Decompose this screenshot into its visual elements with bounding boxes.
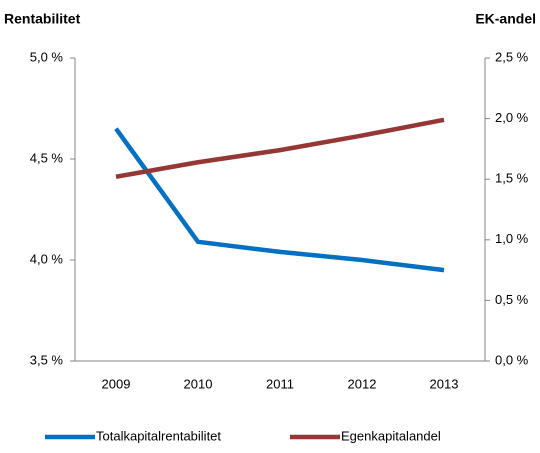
y-axis-title: Rentabilitet — [4, 11, 81, 27]
series-line — [114, 127, 445, 273]
y2-tick-label: 2,5 % — [495, 49, 529, 64]
legend-label: Egenkapitalandel — [341, 428, 441, 443]
y-tick-label: 3,5 % — [30, 352, 64, 367]
x-tick-label: 2011 — [266, 376, 294, 391]
y2-tick-label: 0,0 % — [495, 352, 529, 367]
x-tick-label: 2012 — [348, 376, 377, 391]
x-tick-label: 2010 — [184, 376, 213, 391]
y2-tick-label: 2,0 % — [495, 110, 529, 125]
y-tick-label: 4,0 % — [30, 251, 64, 266]
legend-label: Totalkapitalrentabilitet — [96, 428, 221, 443]
y2-axis-title: EK-andel — [475, 11, 536, 27]
y-tick-label: 4,5 % — [30, 150, 64, 165]
y-tick-label: 5,0 % — [30, 49, 64, 64]
series-line — [115, 117, 445, 179]
y2-tick-label: 1,5 % — [495, 171, 529, 186]
y2-tick-label: 1,0 % — [495, 231, 529, 246]
x-tick-label: 2013 — [430, 376, 459, 391]
y2-tick-label: 0,5 % — [495, 292, 529, 307]
x-tick-label: 2009 — [102, 376, 131, 391]
